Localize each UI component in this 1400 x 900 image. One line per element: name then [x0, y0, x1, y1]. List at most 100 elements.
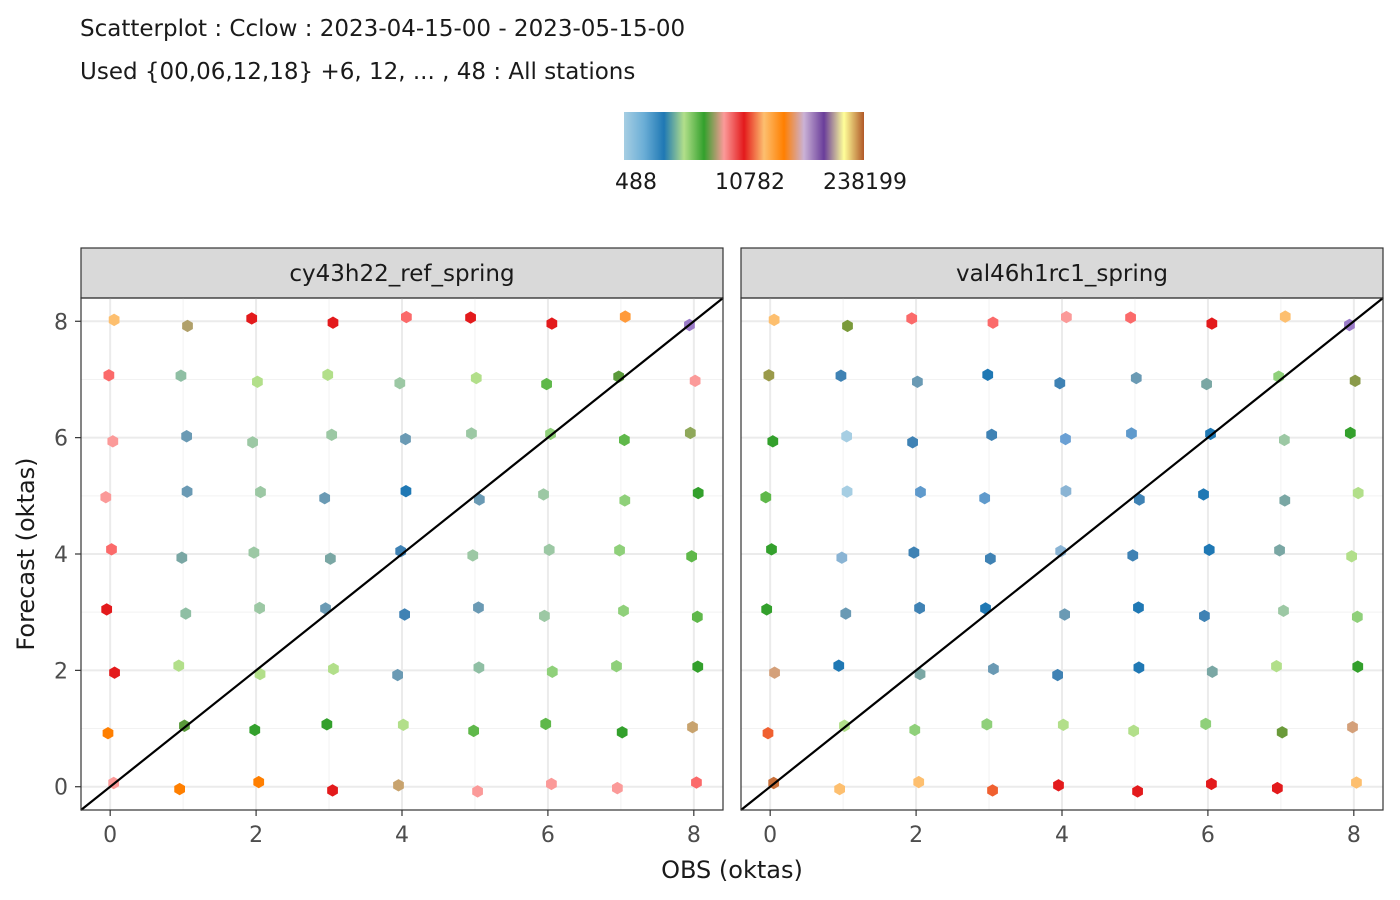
data-point [1130, 371, 1142, 385]
data-point [1125, 311, 1136, 324]
data-point [842, 319, 853, 333]
data-point [397, 718, 409, 732]
data-point [546, 665, 558, 678]
data-point [1279, 310, 1291, 323]
data-point [393, 779, 404, 792]
data-point [1349, 374, 1361, 388]
data-point [611, 781, 623, 795]
data-point [908, 546, 920, 559]
data-point [1278, 604, 1289, 617]
data-point [840, 607, 852, 620]
data-point [473, 493, 485, 506]
data-point [182, 319, 193, 333]
data-point [470, 371, 482, 385]
data-point [1133, 493, 1145, 506]
facet-strip-label: cy43h22_ref_spring [289, 261, 514, 287]
data-point [107, 435, 119, 448]
data-point [619, 433, 630, 447]
data-point [906, 312, 918, 325]
data-point [986, 428, 998, 442]
data-point [909, 723, 921, 737]
data-point [539, 609, 550, 623]
data-point [1053, 779, 1064, 792]
data-point [540, 717, 552, 731]
data-point [473, 661, 485, 674]
data-point [1127, 549, 1139, 562]
data-point [768, 313, 780, 327]
data-point [761, 603, 773, 616]
data-point [1201, 377, 1212, 391]
data-point [1132, 785, 1143, 798]
data-point [611, 659, 622, 673]
data-point [175, 369, 187, 382]
data-point [760, 491, 772, 504]
data-point [249, 723, 261, 737]
data-point [328, 662, 339, 676]
y-tick-label: 2 [54, 659, 68, 684]
data-point [619, 494, 631, 507]
color-legend: 488 10782 238199 [600, 108, 940, 208]
data-point [467, 549, 479, 562]
data-point [1274, 544, 1285, 557]
data-point [255, 485, 266, 499]
data-point [546, 317, 558, 330]
data-point [176, 551, 188, 564]
legend-label-max: 238199 [823, 170, 907, 195]
data-point [769, 666, 780, 679]
data-point [541, 377, 552, 391]
data-point [1351, 610, 1363, 624]
data-point [913, 775, 925, 789]
data-point [472, 785, 483, 798]
data-point [1271, 659, 1282, 673]
y-tick-label: 4 [54, 543, 68, 568]
data-point [1352, 486, 1364, 500]
reference-line [80, 297, 724, 811]
data-point [692, 660, 704, 673]
data-point [619, 310, 631, 323]
facet-strip-label: val46h1rc1_spring [956, 261, 1168, 287]
data-point [979, 491, 991, 505]
y-tick-label: 0 [54, 776, 68, 801]
x-tick-label: 4 [1055, 823, 1069, 848]
data-point [1347, 720, 1358, 734]
data-point [1203, 543, 1215, 557]
facet-strip [740, 247, 1384, 299]
data-point [1052, 668, 1063, 682]
data-point [915, 485, 926, 499]
data-point [181, 430, 193, 443]
data-point [1198, 488, 1209, 501]
data-point [835, 369, 847, 382]
data-point [686, 550, 697, 563]
x-tick-label: 0 [763, 823, 777, 848]
data-point [1133, 601, 1144, 614]
data-point [1206, 777, 1217, 791]
data-point [109, 666, 120, 679]
data-point [321, 718, 333, 731]
data-point [1199, 609, 1210, 623]
x-tick-label: 0 [103, 823, 117, 848]
title-line-2: Used {00,06,12,18} +6, 12, ... , 48 : Al… [80, 59, 636, 85]
data-point [106, 543, 117, 556]
data-point [254, 667, 266, 681]
data-point [465, 311, 476, 324]
data-point [254, 601, 265, 615]
data-point [400, 432, 411, 446]
data-point [1276, 726, 1288, 739]
data-point [102, 727, 114, 740]
data-point [401, 310, 412, 324]
data-point [987, 316, 999, 329]
title-line-1: Scatterplot : Cclow : 2023-04-15-00 - 20… [80, 16, 686, 42]
data-point [689, 374, 701, 388]
data-point [1346, 550, 1357, 563]
data-point [1206, 665, 1218, 678]
data-point [108, 313, 120, 327]
data-point [1059, 608, 1070, 621]
x-tick-label: 6 [541, 823, 555, 848]
data-point [100, 491, 112, 504]
y-tick-label: 6 [54, 427, 68, 452]
data-point [984, 552, 996, 565]
data-point [1128, 724, 1140, 738]
legend-colorbar [624, 112, 864, 160]
data-point [836, 551, 848, 564]
data-point [1352, 660, 1364, 673]
